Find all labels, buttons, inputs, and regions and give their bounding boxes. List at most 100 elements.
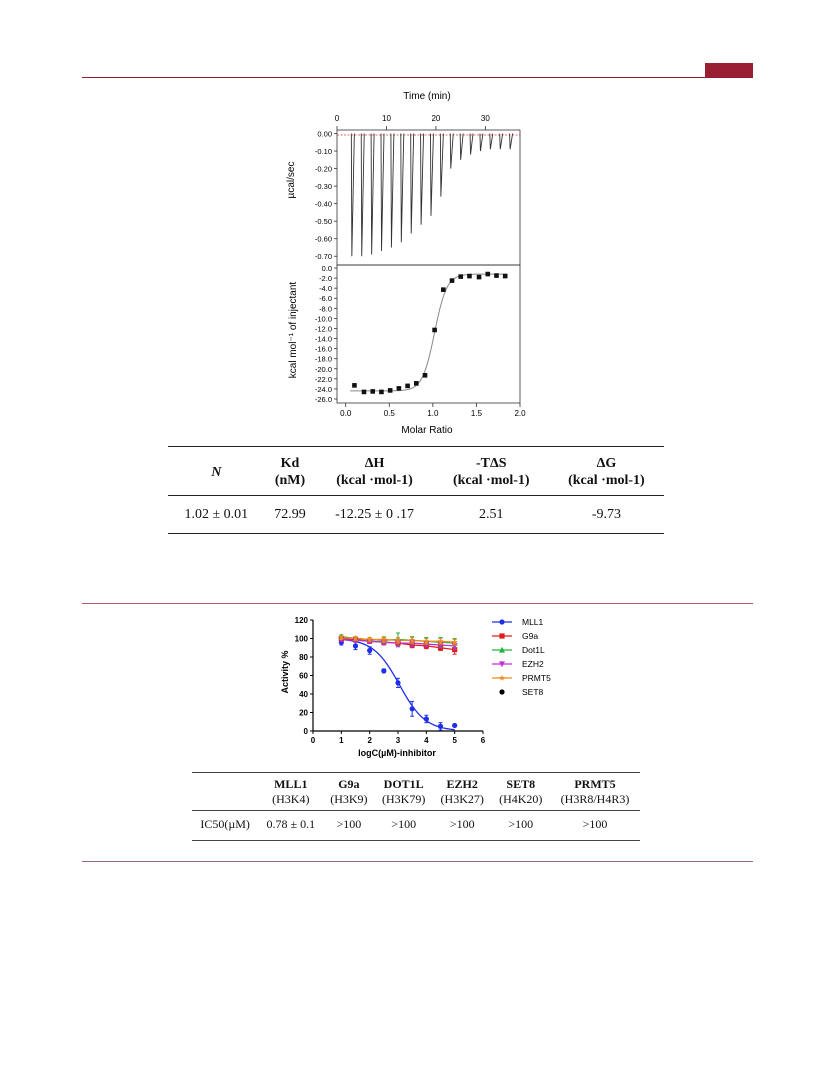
mll1-point [437,723,444,729]
mll1-point [367,647,373,654]
raw-ytick-label: -0.70 [315,252,332,261]
dose-ylabel: Activity % [280,650,290,693]
header-rule [82,77,753,78]
raw-ytick-label: -0.10 [315,147,332,156]
mll1-point [395,680,401,686]
raw-ytick-label: -0.20 [315,165,332,174]
col-g9a-mark: (H3K9) [330,792,368,806]
col-ezh2: EZH2 (H3K27) [432,772,492,811]
ratio-tick-label: 0.5 [384,409,396,418]
injection-peak [350,133,355,257]
y-tick-label: 80 [299,653,308,662]
mll1-legend-marker [499,619,505,625]
col-set8-mark: (H4K20) [499,792,543,806]
injection-peak [439,133,444,197]
injection-peak [479,133,484,152]
prmt5-point [394,637,402,643]
x-tick-label: 4 [424,736,429,745]
dose-xlabel: logC(µM)-inhibitor [358,748,436,758]
cell-kd: 72.99 [274,507,306,522]
isotherm-point [379,389,384,395]
isotherm-point [432,327,437,333]
col-kd-label: Kd [280,456,300,471]
time-tick-label: 0 [335,114,340,123]
col-prmt5: PRMT5 (H3R8/H4R3) [550,772,640,811]
cell-dh: -12.25 ± 0 .17 [335,507,414,522]
itc-figure: Time (min) µcal/sec kcal mol⁻¹ of inject… [286,91,526,436]
isotherm-point [467,273,472,279]
x-tick-label: 6 [481,736,486,745]
bottom-xlabel: Molar Ratio [401,425,453,436]
col-n: N [168,446,265,496]
time-tick-label: 20 [431,114,440,123]
isotherm-fit-curve [350,273,507,392]
injection-peak [509,133,514,150]
raw-ytick-label: -0.30 [315,182,332,191]
time-tick-label: 30 [481,114,490,123]
col-kd-unit: (nM) [274,473,306,488]
header-color-tab [705,63,753,77]
raw-ytick-label: -0.40 [315,200,332,209]
heat-ytick-label: 0.0 [322,264,332,273]
raw-ytick-label: -0.60 [315,235,332,244]
ratio-tick-label: 2.0 [514,409,526,418]
g9a-legend-marker [499,633,505,639]
isotherm-point [449,278,455,283]
isotherm-point [396,386,402,391]
col-dh: ΔH (kcal ·mol-1) [315,446,434,496]
col-dg-unit: (kcal ·mol-1) [568,473,645,488]
isotherm-point [494,273,499,278]
col-ezh2-label: EZH2 [446,777,478,791]
section-rule [82,861,753,862]
injection-peak [420,133,425,225]
col-g9a-label: G9a [338,777,360,791]
x-tick-label: 3 [396,736,401,745]
cell-dg: -9.73 [591,507,621,522]
mll1-legend-label: MLL1 [522,617,544,627]
x-tick-label: 0 [311,736,316,745]
isotherm-point [361,389,367,395]
mll1-point [381,668,387,674]
ratio-tick-label: 1.0 [427,409,439,418]
ezh2-legend-label: EZH2 [522,659,544,669]
col-dot1l-label: DOT1L [383,777,424,791]
dose-response-figure: Activity % logC(µM)-inhibitor 0 1 2 3 4 5 6020… [280,616,551,758]
prmt5-legend-marker [498,674,506,681]
y-tick-label: 60 [299,672,308,681]
heat-ytick-label: -12.0 [315,324,332,333]
heat-ytick-label: -24.0 [315,385,332,394]
isotherm-point [441,287,446,292]
col-blank [192,772,259,811]
bottom-ylabel: kcal mol⁻¹ of injectant [288,282,299,379]
heat-ytick-label: -4.0 [319,284,332,293]
col-dh-label: ΔH [364,456,385,471]
isotherm-point [458,274,464,279]
heat-ytick-label: -14.0 [315,335,332,344]
heat-ytick-label: -22.0 [315,375,332,384]
isotherm-point [414,381,419,386]
y-tick-label: 20 [299,709,308,718]
cell-set8: >100 [508,817,534,831]
cell-g9a: >100 [336,817,362,831]
top-ylabel: µcal/sec [286,162,297,199]
isotherm-plot-frame [336,264,521,404]
prmt5-point [380,636,387,643]
raw-ytick-label: -0.50 [315,217,332,226]
col-prmt5-mark: (H3R8/H4R3) [560,792,630,806]
section-rule [82,603,753,604]
mll1-point [352,643,359,649]
prmt5-point [409,637,416,643]
heat-ytick-label: -2.0 [319,274,332,283]
isotherm-point [422,372,428,378]
cell-n: 1.02 ± 0.01 [184,507,249,522]
injection-peak [489,133,494,150]
prmt5-point [437,638,444,644]
heat-ytick-label: -10.0 [315,314,332,323]
col-dot1l: DOT1L (H3K79) [374,772,433,811]
y-tick-label: 40 [299,690,308,699]
injection-peak [380,133,385,251]
prmt5-point [352,635,359,642]
cell-prmt5: >100 [582,817,608,831]
heat-ytick-label: -8.0 [319,304,332,313]
col-ezh2-mark: (H3K27) [440,792,484,806]
